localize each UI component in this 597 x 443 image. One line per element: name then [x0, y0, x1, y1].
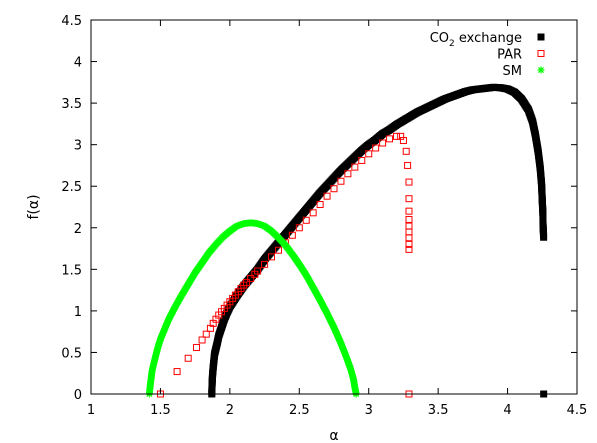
data-point: [358, 156, 366, 164]
data-point: [405, 222, 413, 230]
data-point: [399, 137, 407, 145]
series-2: [145, 219, 360, 398]
y-tick-label: 1: [74, 305, 82, 320]
data-point: [309, 209, 317, 217]
y-tick-label: 3: [74, 139, 82, 154]
x-tick-label: 3: [365, 403, 373, 418]
y-tick-label: 3.5: [61, 97, 82, 112]
series-0: [208, 83, 548, 398]
x-tick-label: 1.5: [150, 403, 171, 418]
data-point: [184, 354, 192, 362]
data-point: [405, 240, 413, 248]
data-point: [268, 253, 276, 261]
legend-label-1: PAR: [497, 48, 522, 63]
data-point: [405, 195, 413, 203]
data-point: [261, 260, 269, 268]
data-point: [405, 207, 413, 215]
x-tick-label: 3.5: [428, 403, 449, 418]
y-tick-label: 4: [74, 56, 82, 71]
data-point: [316, 201, 324, 209]
data-point: [405, 234, 413, 242]
axis-ticks: 1 1.5 2 2.5 3 3.5 4 4.5 0 0.5 1 1.5 2 2.5 3 3.5 4 4.5: [61, 14, 587, 418]
data-point: [323, 192, 331, 200]
data-point: [386, 135, 394, 143]
x-tick-label: 1: [87, 403, 95, 418]
data-point: [288, 231, 296, 239]
legend-label-0: CO2 exchange: [430, 31, 522, 49]
x-tick-label: 4.5: [567, 403, 588, 418]
data-point: [379, 139, 387, 147]
data-point: [330, 185, 338, 193]
data-point: [372, 144, 380, 152]
data-point: [198, 336, 206, 344]
legend-label-2: SM: [503, 64, 522, 79]
data-point: [295, 224, 303, 232]
data-point: [405, 245, 413, 253]
x-tick-label: 2: [226, 403, 234, 418]
x-tick-label: 4: [503, 403, 511, 418]
y-tick-label: 1.5: [61, 263, 82, 278]
data-point: [202, 330, 210, 338]
y-tick-label: 0: [74, 388, 82, 403]
plot-marks: [145, 83, 548, 398]
y-tick-label: 2.5: [61, 180, 82, 195]
data-point: [540, 233, 548, 241]
data-point: [254, 267, 262, 275]
data-point: [302, 216, 310, 224]
y-tick-label: 2: [74, 222, 82, 237]
data-point: [402, 147, 410, 155]
data-point: [173, 368, 181, 376]
data-point: [365, 150, 373, 158]
data-point: [337, 177, 345, 185]
data-point: [405, 178, 413, 186]
legend-marker-2: [537, 66, 545, 74]
data-point: [351, 163, 359, 171]
data-point: [274, 246, 282, 254]
x-axis-label: α: [329, 428, 338, 443]
legend-marker-0: [537, 33, 545, 41]
data-point: [405, 228, 413, 236]
plot-frame: [90, 19, 578, 395]
y-tick-label: 4.5: [61, 14, 82, 29]
x-tick-label: 2.5: [289, 403, 310, 418]
data-point: [247, 274, 255, 282]
data-point: [404, 161, 412, 169]
data-point: [405, 215, 413, 223]
series-1: [156, 132, 413, 398]
y-tick-label: 0.5: [61, 346, 82, 361]
data-point: [344, 170, 352, 178]
data-point: [243, 279, 251, 287]
data-point: [193, 343, 201, 351]
legend-marker-1: [537, 50, 545, 57]
y-axis-label: f(α): [26, 194, 42, 219]
data-point: [392, 132, 400, 140]
